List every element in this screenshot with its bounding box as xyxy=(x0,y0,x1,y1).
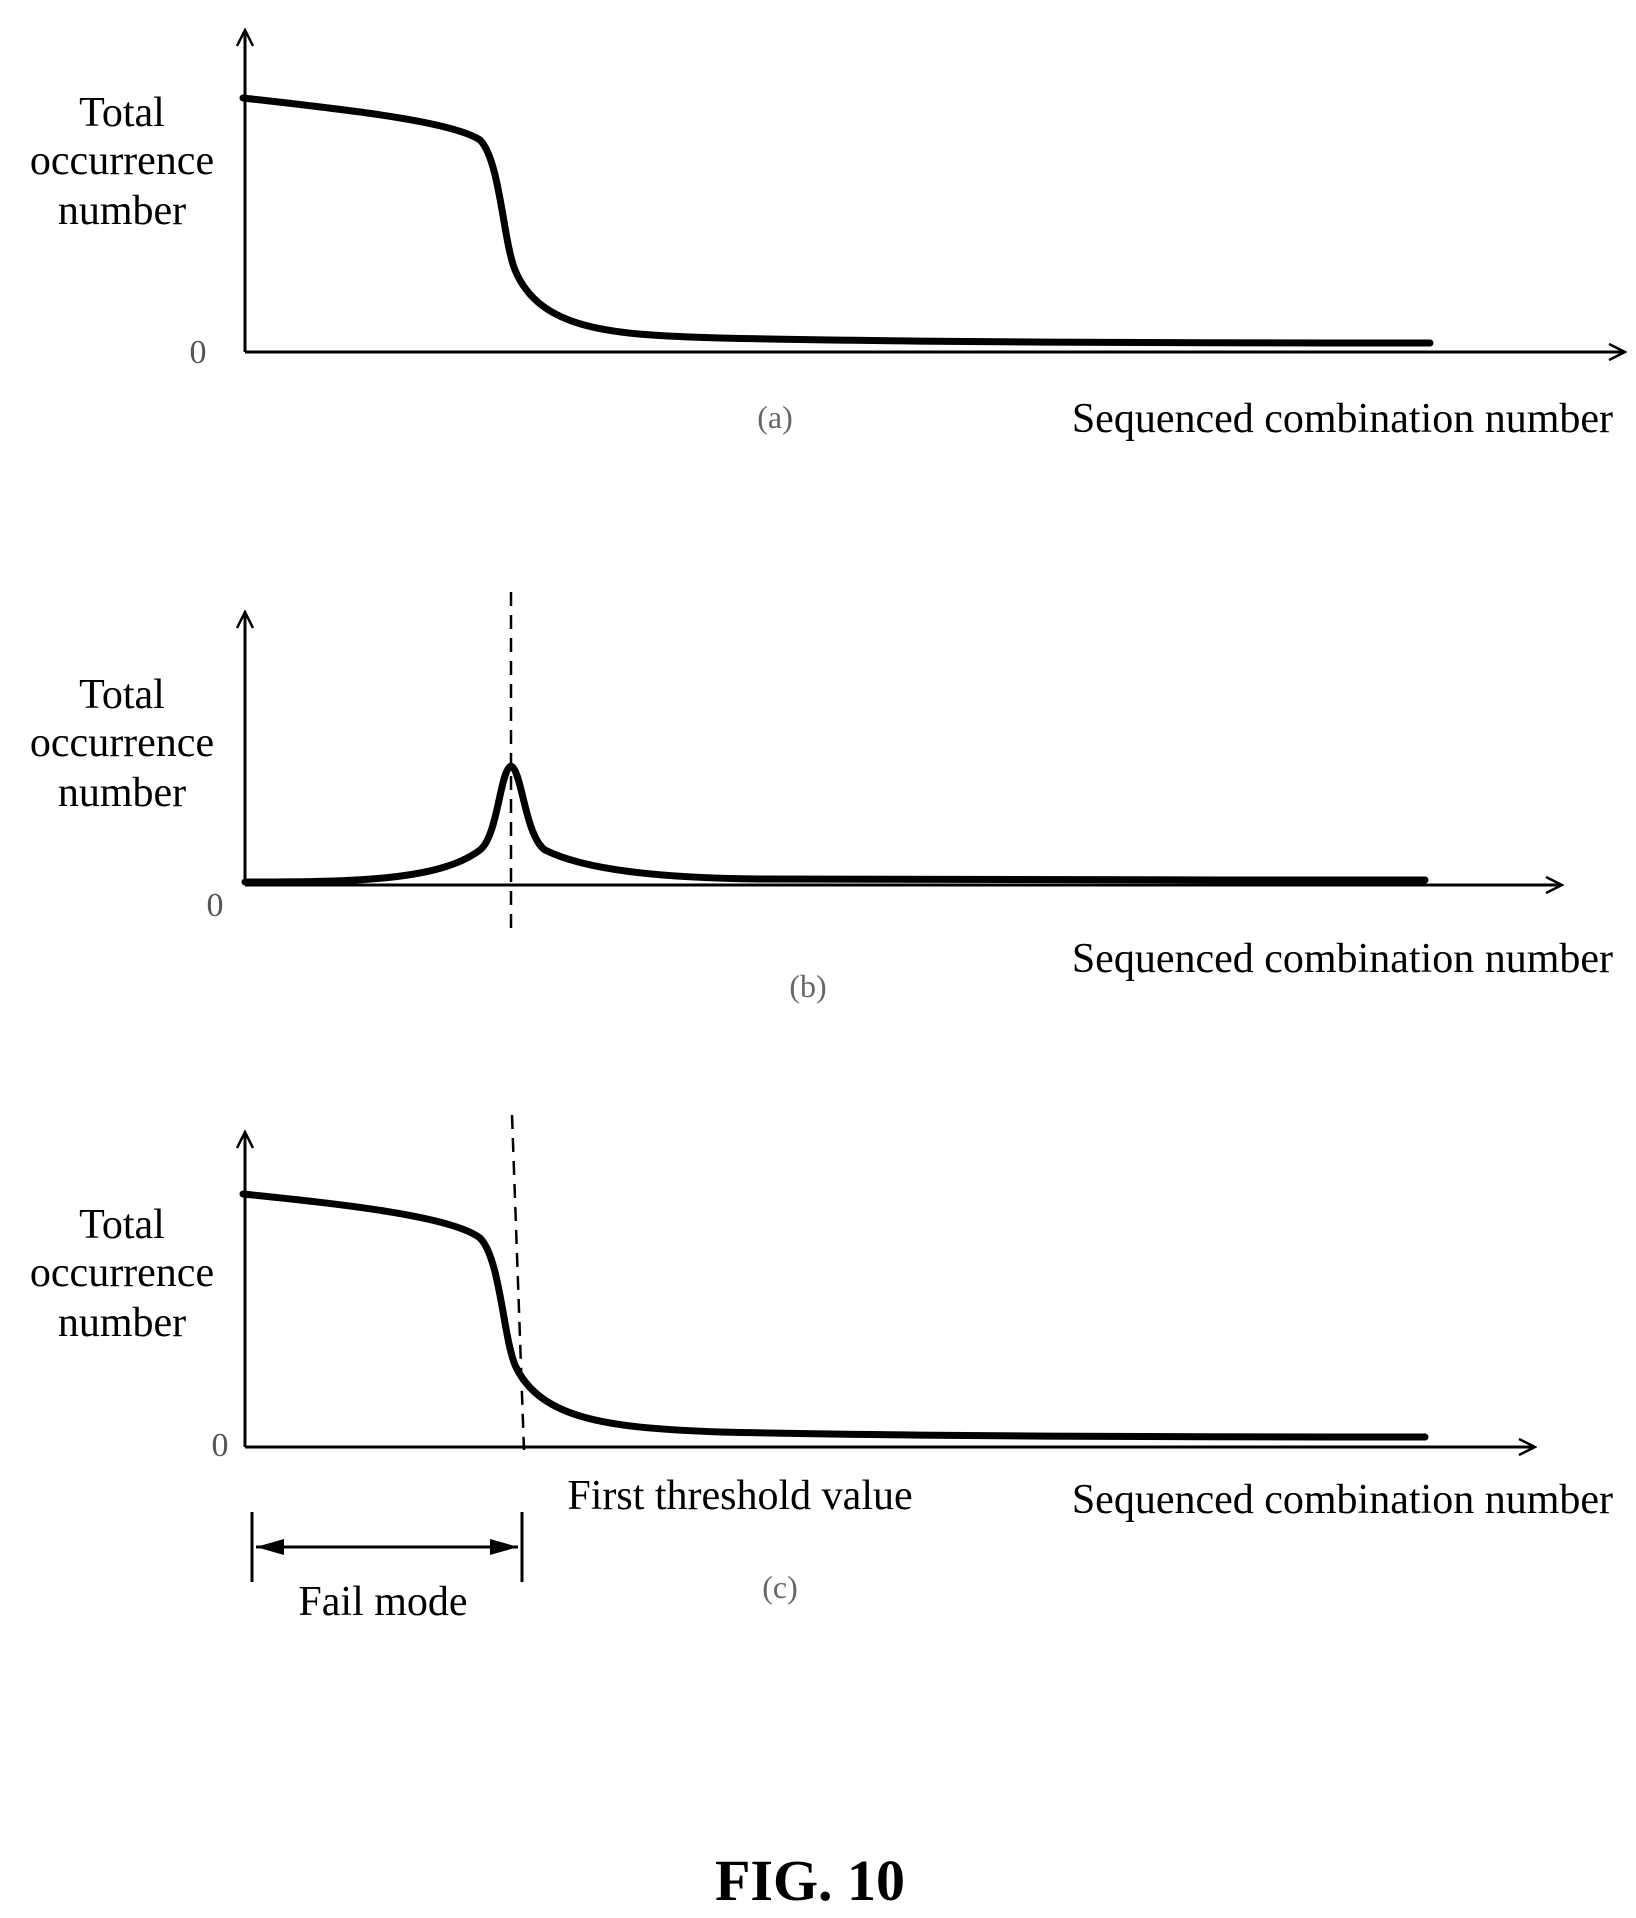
panel-c: Total occurrence number 0 First threshol… xyxy=(30,1114,1613,1625)
panel-tag-b: (b) xyxy=(789,968,826,1004)
threshold-label-c: First threshold value xyxy=(567,1473,912,1519)
panel-tag-a: (a) xyxy=(757,399,793,435)
y-axis-title-c-line2: occurrence xyxy=(30,1250,214,1296)
y-axis-title-c-line3: number xyxy=(58,1300,186,1346)
curve-b xyxy=(241,762,1429,886)
origin-label-a: 0 xyxy=(190,334,207,371)
y-axis-title-b-line1: Total xyxy=(79,672,165,718)
curve-c xyxy=(239,1190,1429,1441)
y-axis-title-a-line1: Total xyxy=(79,90,165,136)
curve-a xyxy=(239,94,1434,347)
threshold-marker-line-c xyxy=(510,1114,526,1451)
y-axis-title-b-line2: occurrence xyxy=(30,720,214,766)
fail-mode-label: Fail mode xyxy=(298,1579,467,1625)
panel-a: Total occurrence number 0 (a) Sequenced … xyxy=(30,30,1625,442)
y-axis-title-b-line3: number xyxy=(58,770,186,816)
panel-tag-c: (c) xyxy=(762,1569,798,1605)
x-axis-title-c: Sequenced combination number xyxy=(1072,1477,1613,1523)
origin-label-c: 0 xyxy=(212,1427,229,1464)
y-axis-title-c-line1: Total xyxy=(79,1202,165,1248)
y-axis-title-a-line3: number xyxy=(58,188,186,234)
y-axis-title-a-line2: occurrence xyxy=(30,138,214,184)
origin-label-b: 0 xyxy=(207,887,224,924)
x-axis-title-b: Sequenced combination number xyxy=(1072,936,1613,982)
panel-b: Total occurrence number 0 Sequenced comb… xyxy=(30,592,1613,1004)
figure-label: FIG. 10 xyxy=(715,1848,905,1913)
x-axis-title-a: Sequenced combination number xyxy=(1072,396,1613,442)
